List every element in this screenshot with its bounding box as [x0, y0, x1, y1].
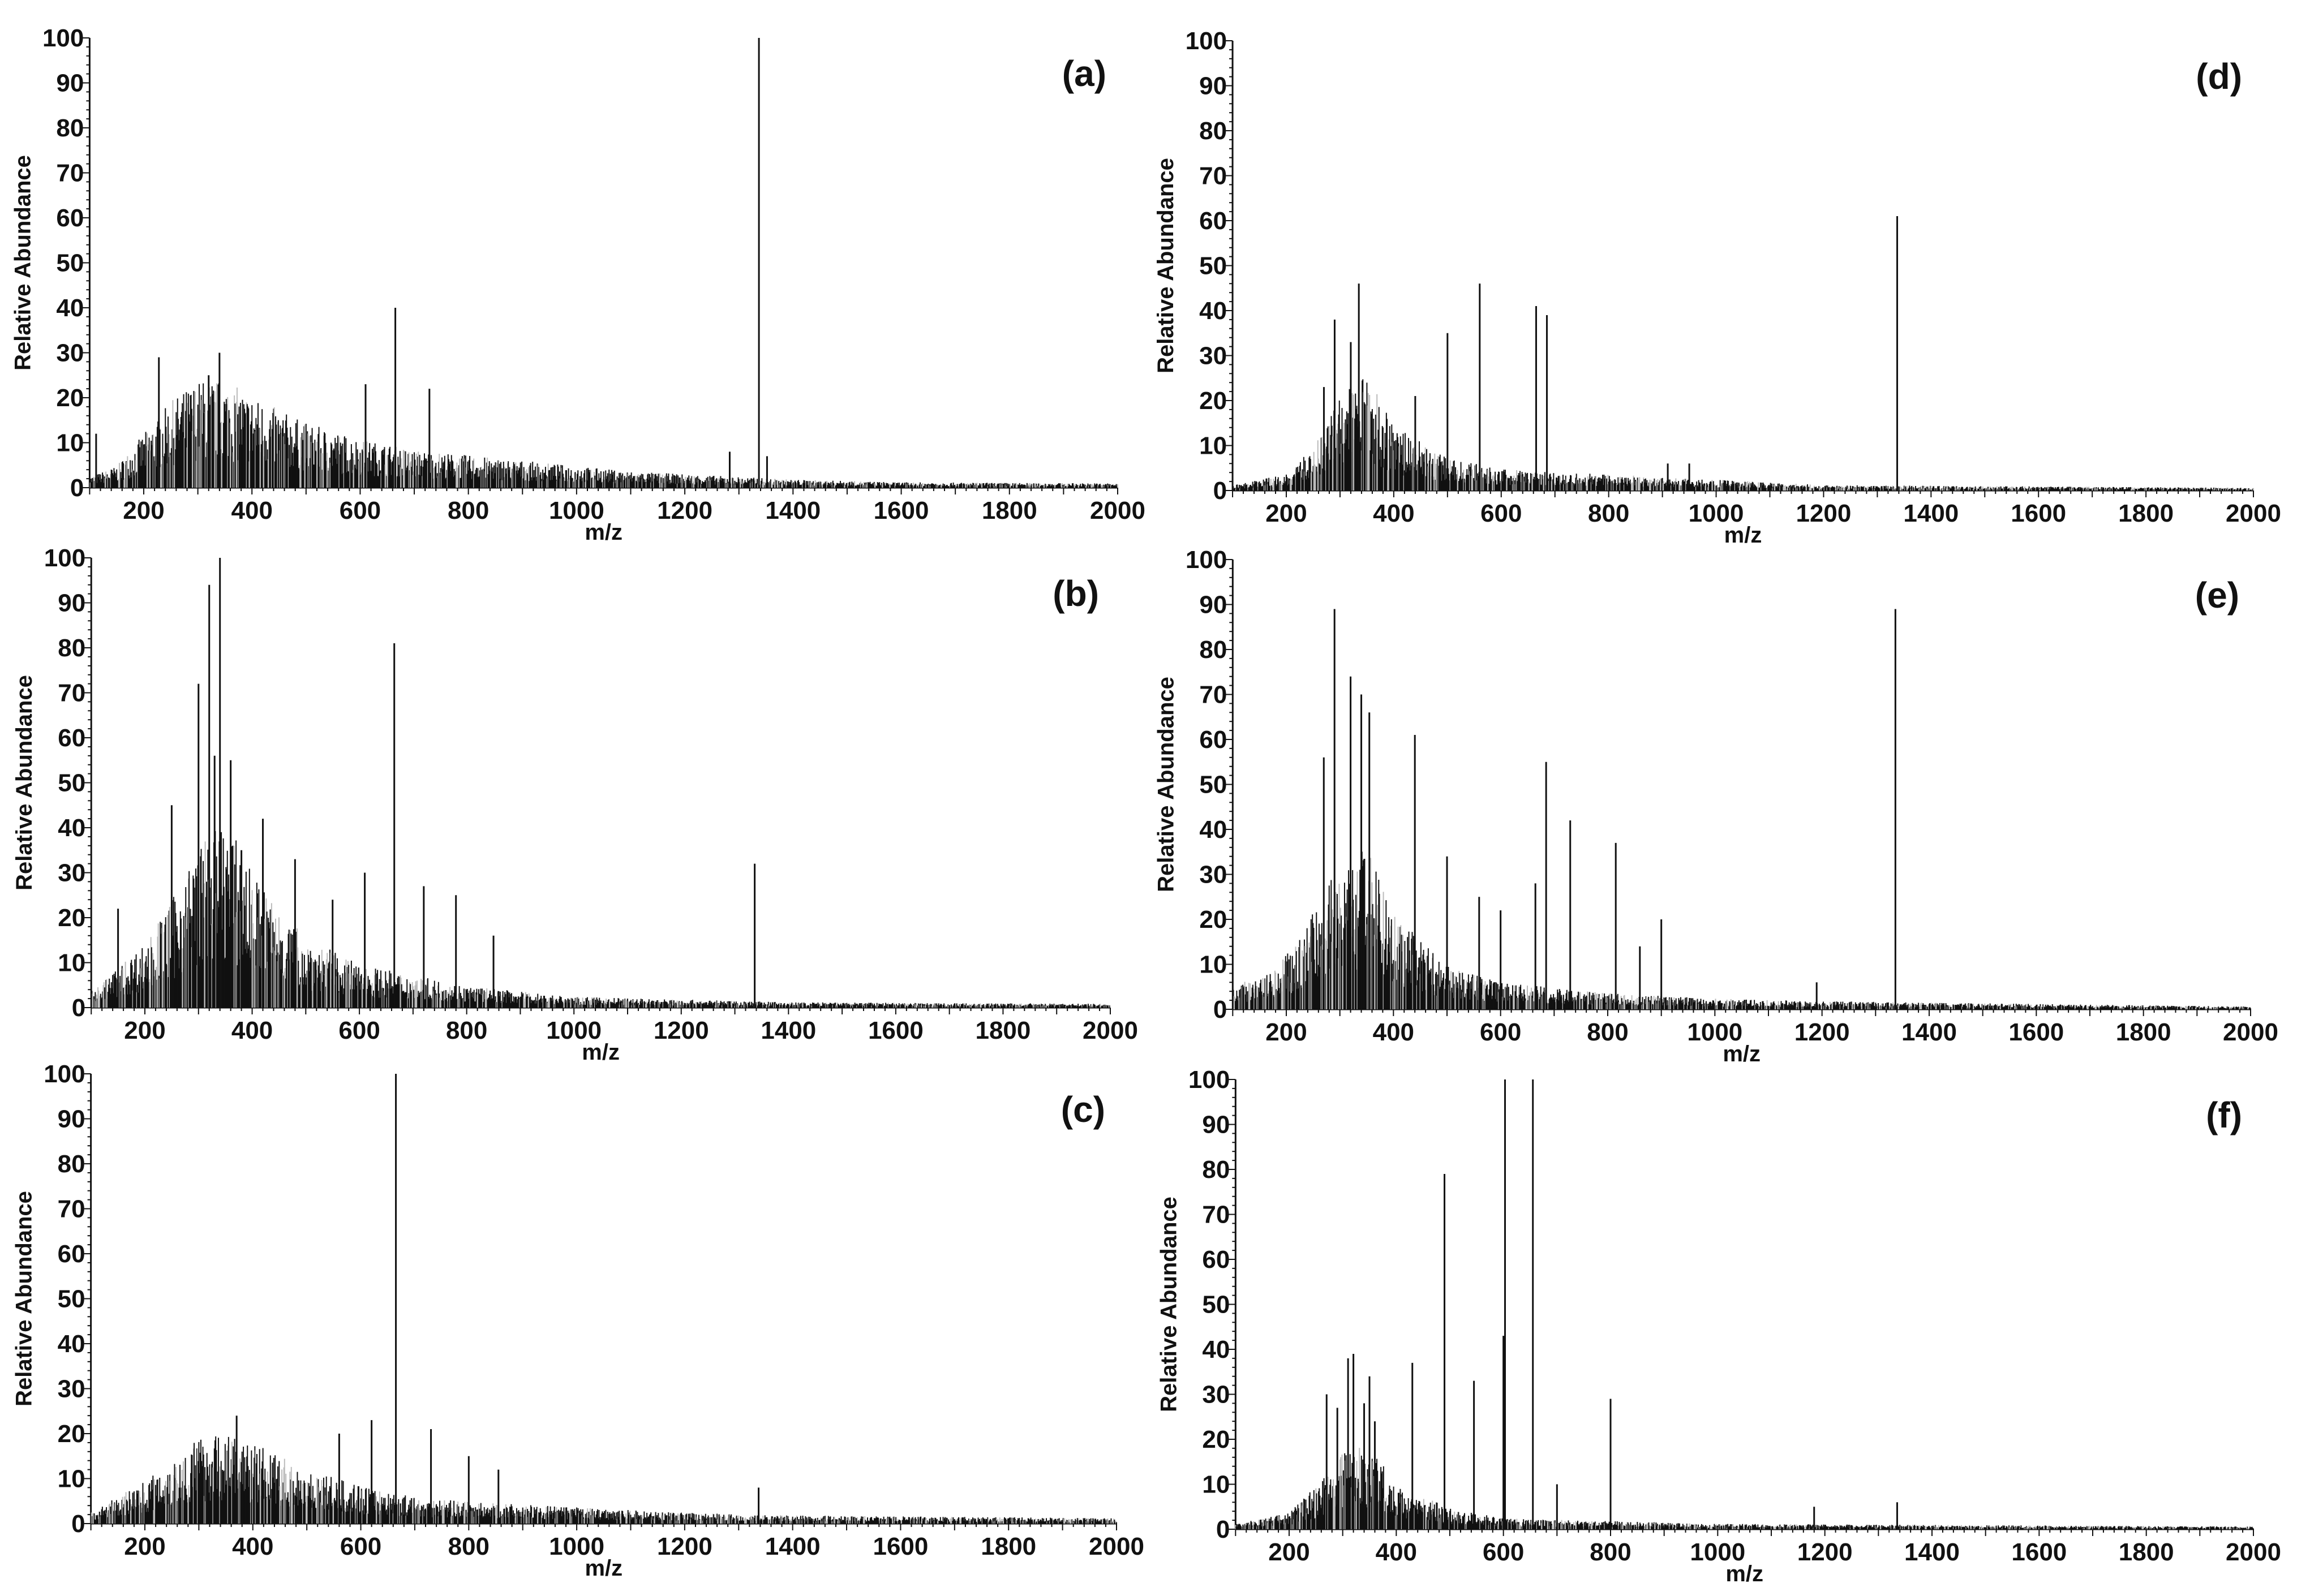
x-axis-label: m/z	[585, 520, 622, 545]
x-tick-label: 200	[124, 1533, 165, 1560]
x-tick-label: 2000	[1083, 1017, 1138, 1044]
y-tick-label: 40	[58, 814, 85, 842]
y-tick-label: 100	[42, 24, 84, 52]
x-tick-label: 400	[231, 1017, 273, 1044]
y-axis-label: Relative Abundance	[12, 675, 37, 891]
y-tick-label: 50	[56, 249, 84, 277]
x-tick-label: 1800	[982, 497, 1037, 524]
y-tick-label: 40	[56, 294, 84, 322]
y-tick-label: 40	[58, 1330, 85, 1358]
y-tick-label: 0	[72, 994, 85, 1022]
x-tick-label: 1200	[657, 497, 712, 524]
y-tick-label: 50	[58, 769, 85, 797]
panel-label: (a)	[1062, 53, 1106, 94]
y-tick-label: 10	[56, 429, 84, 457]
x-tick-label: 1400	[765, 497, 821, 524]
y-tick-label: 90	[56, 70, 84, 97]
y-tick-label: 10	[58, 949, 85, 977]
y-tick-label: 100	[44, 1060, 85, 1088]
panel-c: 0 10 20 30 40 50 60 70 80 90 100 200 400 600 800 1000 12…	[12, 1060, 1144, 1581]
y-tick-label: 60	[56, 204, 84, 232]
spectrum-noise	[90, 1436, 1117, 1524]
x-tick-label: 600	[338, 1017, 380, 1044]
x-tick-label: 200	[123, 497, 164, 524]
y-tick-label: 60	[58, 1240, 85, 1268]
x-tick-label: 600	[340, 497, 381, 524]
x-tick-label: 800	[448, 1533, 490, 1560]
panel-label: (b)	[1053, 573, 1099, 614]
x-tick-label: 1600	[873, 1533, 928, 1560]
y-tick-label: 90	[58, 590, 85, 617]
x-tick-label: 1200	[657, 1533, 712, 1560]
y-tick-label: 100	[44, 544, 85, 572]
y-tick-label: 90	[58, 1105, 85, 1133]
x-tick-label: 2000	[1089, 1533, 1144, 1560]
y-tick-label: 20	[58, 1420, 85, 1448]
x-tick-label: 1400	[765, 1533, 821, 1560]
x-tick-label: 2000	[1090, 497, 1145, 524]
y-tick-label: 0	[71, 1510, 85, 1538]
x-tick-label: 800	[448, 497, 489, 524]
x-axis-label: m/z	[585, 1556, 622, 1581]
x-tick-label: 400	[232, 1533, 273, 1560]
x-tick-label: 1800	[975, 1017, 1031, 1044]
y-tick-label: 20	[56, 384, 84, 412]
y-tick-label: 80	[58, 1150, 85, 1178]
y-tick-label: 30	[58, 859, 85, 887]
y-tick-label: 50	[58, 1285, 85, 1313]
x-tick-label: 1000	[549, 497, 604, 524]
y-tick-label: 20	[58, 904, 85, 932]
panel-label: (c)	[1061, 1089, 1105, 1130]
y-tick-label: 70	[58, 679, 85, 707]
y-tick-label: 60	[58, 724, 85, 752]
x-tick-label: 1600	[874, 497, 929, 524]
spectrum-noise	[89, 383, 1118, 488]
y-tick-label: 30	[58, 1375, 85, 1403]
x-tick-label: 1000	[546, 1017, 602, 1044]
x-tick-label: 1200	[654, 1017, 709, 1044]
panel-b: 0 10 20 30 40 50 60 70 80 90 100 200 400 600 800 1000 12…	[12, 544, 1138, 1065]
y-tick-label: 10	[58, 1465, 85, 1493]
x-tick-label: 1800	[981, 1533, 1036, 1560]
y-tick-label: 80	[58, 634, 85, 662]
y-axis-label: Relative Abundance	[10, 155, 35, 371]
x-tick-label: 600	[340, 1533, 381, 1560]
x-tick-label: 1600	[868, 1017, 924, 1044]
panel-a: 0 10 20 30 40 50 60 70 80 90 100 200 400 600 800 1000 12…	[10, 24, 1145, 545]
y-tick-label: 0	[70, 474, 84, 502]
y-tick-label: 70	[58, 1195, 85, 1223]
y-tick-label: 70	[56, 160, 84, 187]
x-tick-label: 400	[231, 497, 273, 524]
x-tick-label: 1000	[549, 1533, 604, 1560]
y-axis-label: Relative Abundance	[12, 1191, 37, 1406]
x-tick-label: 200	[124, 1017, 165, 1044]
y-tick-label: 30	[56, 339, 84, 367]
x-tick-label: 1400	[761, 1017, 816, 1044]
x-tick-label: 800	[446, 1017, 487, 1044]
spectrum-noise	[91, 831, 1111, 1008]
y-tick-label: 80	[56, 114, 84, 142]
x-axis-label: m/z	[582, 1040, 620, 1065]
